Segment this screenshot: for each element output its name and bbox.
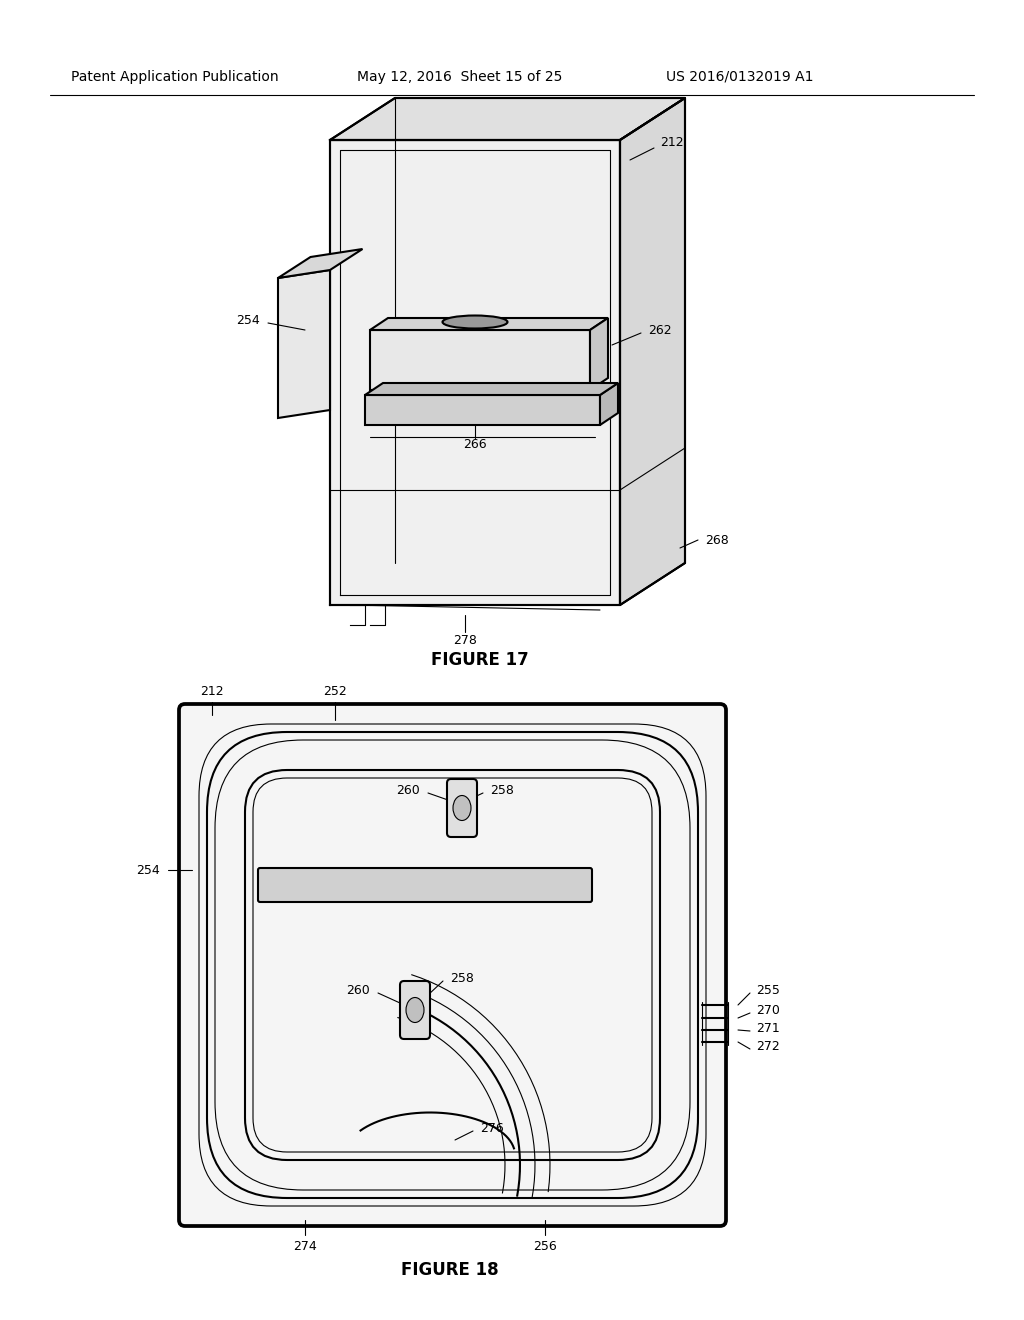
FancyBboxPatch shape: [179, 704, 726, 1226]
Polygon shape: [365, 395, 600, 425]
Text: 262: 262: [648, 323, 672, 337]
Text: 255: 255: [756, 983, 780, 997]
Text: 271: 271: [756, 1022, 779, 1035]
FancyBboxPatch shape: [258, 869, 592, 902]
Polygon shape: [330, 98, 685, 140]
Text: US 2016/0132019 A1: US 2016/0132019 A1: [667, 70, 814, 84]
Text: 268: 268: [705, 533, 729, 546]
Ellipse shape: [442, 315, 508, 329]
Text: FIGURE 18: FIGURE 18: [401, 1261, 499, 1279]
Text: 276: 276: [480, 1122, 504, 1134]
Polygon shape: [278, 249, 362, 279]
Text: 212: 212: [660, 136, 684, 149]
Polygon shape: [370, 318, 608, 330]
Polygon shape: [370, 425, 595, 437]
Text: 266: 266: [463, 438, 486, 451]
Polygon shape: [365, 383, 618, 395]
Text: 258: 258: [490, 784, 514, 796]
Text: 252: 252: [324, 685, 347, 698]
Polygon shape: [330, 140, 620, 605]
FancyBboxPatch shape: [447, 779, 477, 837]
Text: 272: 272: [756, 1040, 779, 1052]
Text: 270: 270: [756, 1003, 780, 1016]
Text: 274: 274: [293, 1239, 316, 1253]
Text: 256: 256: [534, 1239, 557, 1253]
Polygon shape: [620, 98, 685, 605]
Text: 254: 254: [136, 863, 160, 876]
Ellipse shape: [453, 796, 471, 821]
Polygon shape: [370, 330, 590, 389]
Text: 260: 260: [346, 983, 370, 997]
Text: Patent Application Publication: Patent Application Publication: [72, 70, 279, 84]
FancyBboxPatch shape: [400, 981, 430, 1039]
Polygon shape: [590, 318, 608, 389]
Text: 258: 258: [450, 972, 474, 985]
Text: 212: 212: [200, 685, 224, 698]
Text: 260: 260: [396, 784, 420, 796]
Ellipse shape: [406, 998, 424, 1023]
Text: FIGURE 17: FIGURE 17: [431, 651, 528, 669]
Polygon shape: [278, 271, 330, 418]
Text: May 12, 2016  Sheet 15 of 25: May 12, 2016 Sheet 15 of 25: [357, 70, 562, 84]
Polygon shape: [600, 383, 618, 425]
Text: 278: 278: [453, 634, 477, 647]
Text: 254: 254: [237, 314, 260, 326]
